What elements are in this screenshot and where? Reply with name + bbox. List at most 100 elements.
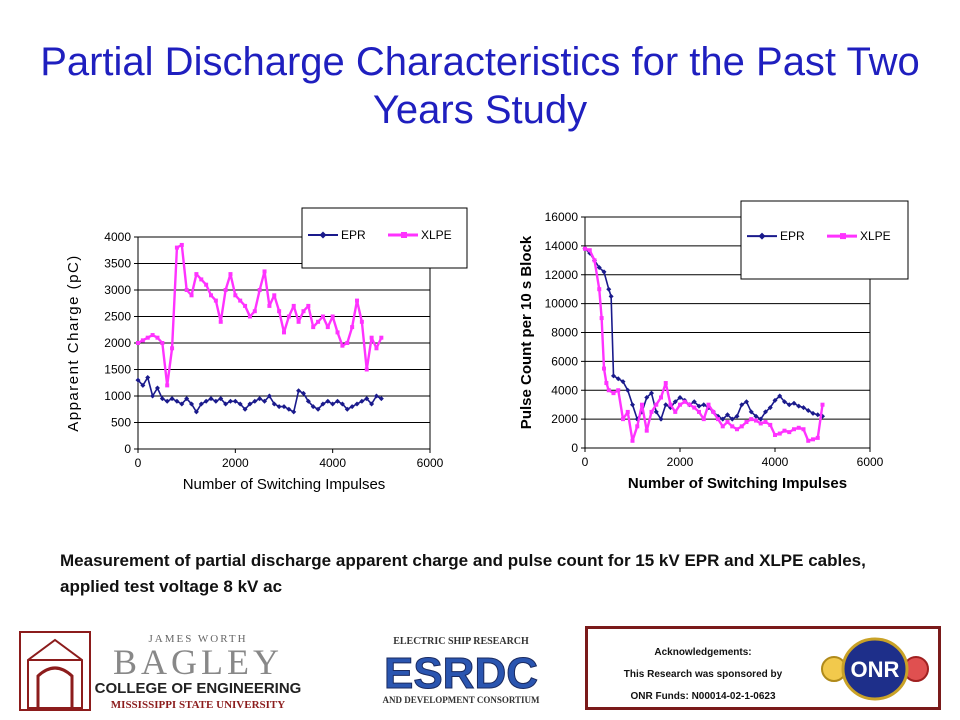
right-chart-epr-point — [777, 393, 783, 399]
right-chart-epr-point — [729, 416, 735, 422]
right-chart-epr-point — [644, 394, 650, 400]
left-chart-xlpe-point — [345, 341, 350, 345]
right-chart-xlpe-point — [716, 417, 720, 422]
right-chart-xlpe-point — [678, 402, 682, 407]
right-chart-epr-point — [734, 413, 740, 419]
right-chart-epr-point — [720, 416, 726, 422]
left-chart-xtick-label: 2000 — [222, 456, 249, 470]
left-chart-epr-point — [305, 398, 311, 404]
left-chart-xlpe-point — [272, 293, 277, 298]
left-chart-legend-xlpe-marker — [401, 232, 407, 238]
left-chart-xlpe-point — [223, 288, 228, 292]
left-chart-xlpe-point — [140, 338, 145, 343]
right-chart-epr-line — [584, 248, 823, 420]
left-chart-epr-point — [378, 396, 384, 402]
left-chart-xtick-label: 6000 — [417, 456, 444, 470]
left-chart-epr-point — [237, 401, 243, 407]
left-chart-xlpe-point — [204, 282, 209, 287]
svg-text:ESRDC: ESRDC — [384, 649, 538, 698]
left-chart-xlpe-point — [165, 383, 170, 388]
left-chart-xlpe-point — [301, 309, 306, 314]
right-chart-epr-point — [596, 265, 602, 271]
right-chart-epr-point — [696, 403, 702, 409]
left-chart-epr-point — [344, 406, 350, 412]
left-chart-epr-point — [247, 401, 253, 407]
right-chart-xlpe-point — [697, 409, 701, 414]
right-chart-epr-point — [611, 373, 616, 379]
right-chart-epr-point — [725, 412, 730, 418]
ack-sponsor: This Research was sponsored by — [623, 669, 783, 680]
right-chart-xlpe-point — [654, 402, 659, 407]
acknowledgements-box: Acknowledgements: This Research was spon… — [585, 626, 941, 710]
right-chart-xlpe-point — [616, 388, 621, 393]
right-chart-xlpe-point — [801, 427, 806, 432]
left-chart-epr-point — [135, 377, 141, 383]
right-chart-epr-point — [810, 410, 816, 416]
right-chart-epr-point — [601, 269, 607, 275]
right-chart-xlpe-point — [592, 258, 597, 263]
left-chart-epr-point — [291, 409, 297, 415]
right-chart-epr-point — [767, 405, 773, 411]
left-chart-epr-point — [154, 385, 160, 391]
left-chart-epr-point — [189, 401, 195, 407]
right-chart-ytick-label: 12000 — [545, 268, 579, 282]
left-chart-epr-point — [193, 409, 199, 415]
left-chart-epr-point — [203, 398, 209, 404]
right-chart-xlpe-point — [792, 427, 796, 432]
figure-caption: Measurement of partial discharge apparen… — [60, 551, 866, 596]
left-chart-epr-point — [140, 382, 146, 388]
left-chart-legend-epr-marker — [319, 231, 327, 239]
right-chart-xlpe-point — [668, 402, 673, 407]
left-chart-epr-point — [262, 398, 268, 404]
left-chart-xlpe-point — [238, 298, 243, 303]
left-chart-ytick-label: 1000 — [104, 389, 131, 403]
left-chart-legend-epr-label: EPR — [341, 228, 366, 242]
right-chart-xlpe-point — [644, 428, 649, 433]
right-chart-epr-point — [801, 405, 806, 411]
esrdc-logo: ELECTRIC SHIP RESEARCH ESRDC AND DEVELOP… — [382, 636, 540, 705]
right-chart-epr-point — [691, 399, 697, 405]
left-chart-xlpe-point — [277, 309, 282, 314]
right-chart-ytick-label: 0 — [571, 441, 578, 455]
left-chart-epr-point — [359, 398, 365, 404]
left-chart-xlpe-point — [257, 288, 262, 292]
right-chart-xlpe-point — [583, 246, 587, 251]
left-chart-xlpe-point — [228, 272, 233, 277]
left-chart-epr-point — [286, 406, 292, 412]
bagley-college-logo: JAMES WORTH BAGLEY COLLEGE OF ENGINEERIN… — [19, 631, 301, 711]
left-chart-xlpe-point — [335, 330, 340, 335]
right-chart-epr-point — [744, 399, 749, 405]
left-chart-ytick-label: 1500 — [104, 363, 131, 377]
left-chart-epr-point — [174, 398, 180, 404]
right-chart-xlpe-point — [787, 430, 792, 435]
left-chart-epr-point — [159, 396, 165, 402]
right-chart-epr-point — [815, 412, 821, 418]
right-chart-xlpe-point — [663, 381, 668, 386]
left-chart-epr-point — [296, 388, 302, 394]
right-chart-xlpe-point — [606, 388, 611, 393]
left-chart-xlpe-point — [184, 288, 189, 292]
left-chart-xlpe-point — [179, 242, 184, 247]
right-chart-ytick-label: 8000 — [551, 326, 578, 340]
svg-text:JAMES WORTH: JAMES WORTH — [148, 633, 247, 645]
left-chart-epr-point — [198, 401, 204, 407]
left-chart-epr-point — [179, 401, 185, 407]
left-chart-epr-point — [257, 396, 263, 402]
right-chart-xlpe-point — [777, 431, 782, 436]
left-chart-epr-point — [184, 396, 190, 402]
right-chart-epr-point — [672, 399, 678, 405]
right-chart-xlpe-point — [754, 418, 758, 423]
left-chart-x-axis-label: Number of Switching Impulses — [183, 476, 386, 493]
right-chart-xtick-label: 2000 — [667, 455, 694, 469]
right-chart-xlpe-point — [659, 395, 663, 400]
right-chart-epr-point — [786, 402, 792, 408]
left-chart-xlpe-point — [199, 277, 204, 282]
right-chart-xlpe-point — [735, 427, 739, 432]
right-chart-ytick-label: 10000 — [545, 297, 579, 311]
right-chart-epr-point — [739, 402, 745, 408]
right-chart-epr-point — [701, 402, 707, 408]
right-chart-xlpe-point — [744, 420, 749, 425]
right-chart-epr-point — [649, 390, 654, 396]
svg-text:AND DEVELOPMENT CONSORTIUM: AND DEVELOPMENT CONSORTIUM — [382, 695, 540, 705]
right-chart-xlpe-point — [630, 438, 635, 443]
